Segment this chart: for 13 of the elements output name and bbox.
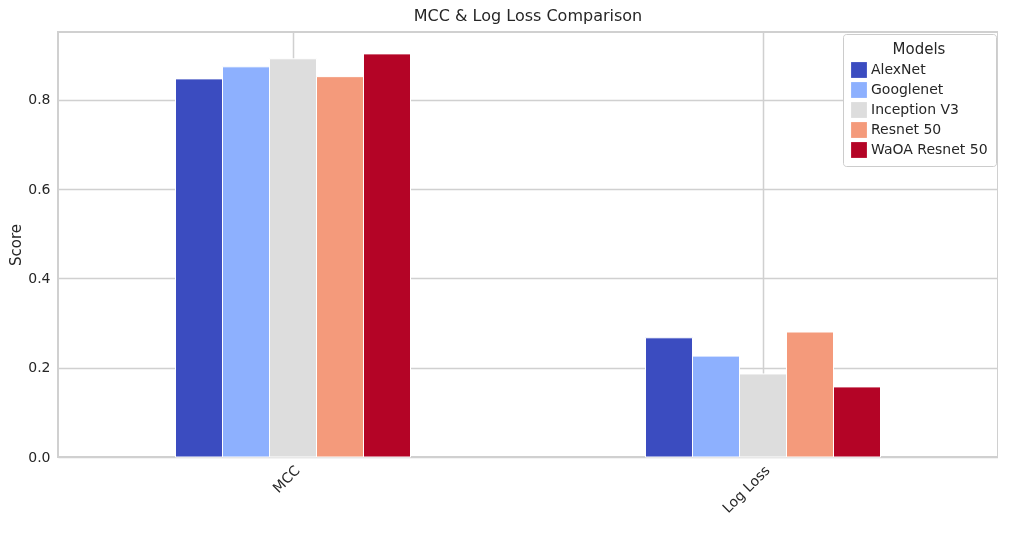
y-tick-label: 0.6 [28,180,51,197]
chart-title: MCC & Log Loss Comparison [413,6,643,25]
legend-title: Models [892,40,946,58]
y-axis-title: Score [7,223,26,267]
legend-label: Resnet 50 [871,121,942,137]
y-tick-label: 0.4 [28,269,51,286]
legend-label: AlexNet [871,61,927,77]
y-tick-label: 0.2 [28,359,51,376]
legend-label: WaOA Resnet 50 [871,141,988,157]
y-tick-label: 0.0 [28,448,51,465]
y-tick-label: 0.8 [28,91,51,108]
legend-label: Inception V3 [871,101,959,117]
legend-label: Googlenet [871,81,944,97]
